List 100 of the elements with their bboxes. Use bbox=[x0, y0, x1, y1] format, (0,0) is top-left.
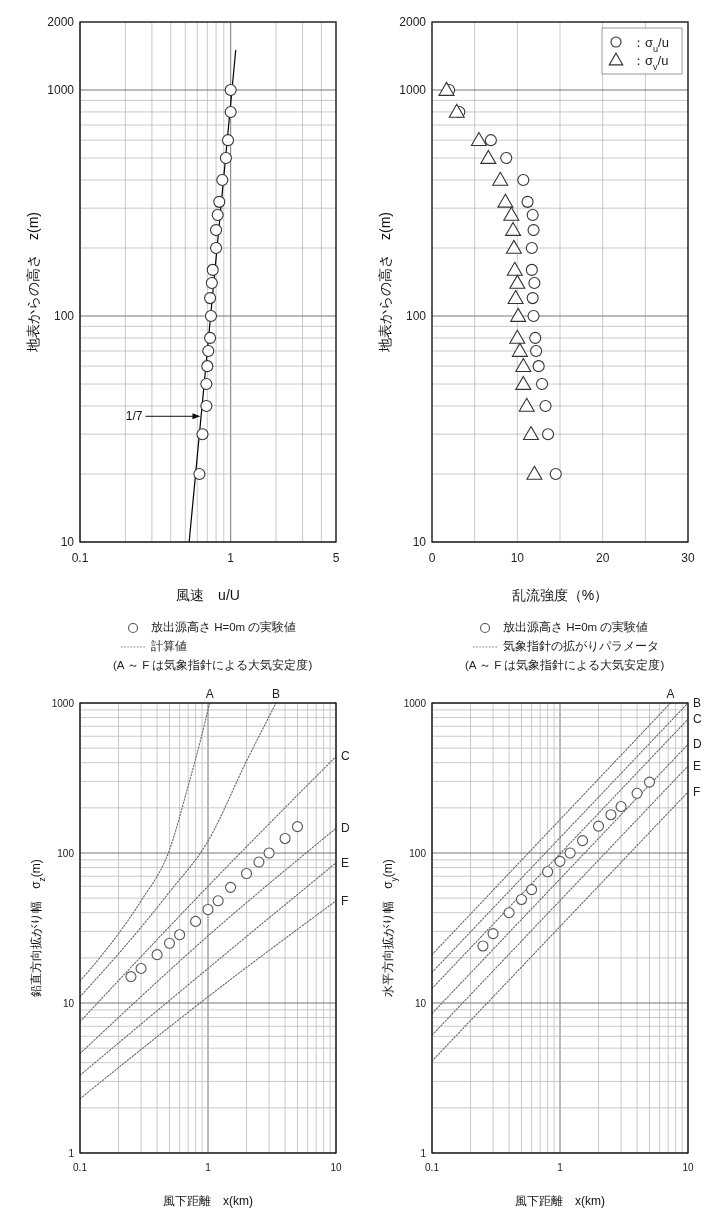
y-tick-label: 1 bbox=[420, 1147, 427, 1159]
point bbox=[549, 467, 562, 481]
point bbox=[515, 357, 532, 373]
point bbox=[542, 428, 555, 441]
series-label: B bbox=[272, 687, 281, 701]
y-tick-label: 100 bbox=[409, 847, 427, 859]
x-tick-label: 0 bbox=[428, 551, 436, 565]
point bbox=[554, 855, 566, 867]
text: (A ～ F は気象指針による大気安定度) bbox=[465, 658, 665, 671]
legend-label: ：σ$_{v}$/u bbox=[632, 53, 669, 72]
point bbox=[530, 344, 543, 358]
legend-label: ：σ$_{u}$/u bbox=[632, 35, 669, 54]
point bbox=[484, 134, 497, 147]
legend-label: 放出源高さ H=0m の実験値 bbox=[503, 620, 649, 633]
y-axis-title: 地表からの高さ z(m) bbox=[377, 212, 393, 353]
x-tick-label: 1 bbox=[557, 1162, 564, 1173]
point bbox=[505, 221, 522, 236]
point bbox=[511, 342, 528, 357]
x-axis-title: 風下距離 x(km) bbox=[515, 1194, 605, 1208]
y-tick-label: 1000 bbox=[47, 83, 75, 98]
point bbox=[509, 274, 526, 289]
point bbox=[526, 465, 543, 480]
x-axis-title: 風速 u/U bbox=[176, 587, 240, 603]
series-label: E bbox=[341, 855, 350, 870]
point bbox=[522, 426, 540, 441]
point bbox=[517, 173, 530, 187]
series-label: E bbox=[693, 759, 702, 774]
x-axis-title: 風下距離 x(km) bbox=[163, 1194, 253, 1208]
point bbox=[125, 971, 137, 983]
series-label: C bbox=[341, 749, 350, 764]
x-tick-label: 10 bbox=[682, 1162, 694, 1173]
point bbox=[279, 832, 291, 845]
x-tick-label: 0.1 bbox=[71, 551, 89, 565]
point bbox=[525, 241, 538, 255]
point bbox=[497, 193, 514, 208]
x-tick-label: 0.1 bbox=[73, 1162, 88, 1173]
y-tick-label: 100 bbox=[405, 309, 427, 324]
x-tick-label: 20 bbox=[595, 551, 610, 565]
series-label: A bbox=[205, 687, 214, 701]
point bbox=[526, 292, 539, 305]
point bbox=[480, 149, 497, 164]
point bbox=[509, 329, 526, 344]
x-tick-label: 0.1 bbox=[425, 1162, 440, 1173]
x-tick-label: 30 bbox=[681, 551, 695, 565]
point bbox=[448, 103, 465, 118]
x-tick-label: 10 bbox=[510, 551, 525, 565]
point bbox=[477, 940, 489, 952]
y-tick-label: 100 bbox=[53, 309, 75, 324]
y-tick-label: 10 bbox=[60, 535, 75, 550]
point bbox=[532, 360, 545, 373]
point bbox=[500, 152, 513, 165]
annotation: 1/7 bbox=[125, 409, 143, 424]
x-tick-label: 10 bbox=[330, 1162, 342, 1173]
x-tick-label: 5 bbox=[332, 551, 340, 565]
point bbox=[529, 331, 542, 344]
y-tick-label: 1000 bbox=[51, 697, 75, 709]
point bbox=[163, 937, 176, 949]
point bbox=[253, 856, 265, 868]
point bbox=[527, 224, 540, 237]
x-tick-label: 1 bbox=[227, 551, 235, 565]
y-tick-label: 10 bbox=[412, 535, 427, 550]
series-label: B bbox=[693, 696, 702, 710]
point bbox=[592, 820, 605, 832]
point bbox=[605, 809, 617, 821]
series-label: D bbox=[693, 737, 702, 752]
point bbox=[492, 171, 509, 186]
point bbox=[510, 307, 527, 322]
series-label: F bbox=[341, 893, 349, 908]
point bbox=[631, 787, 643, 799]
y-tick-label: 100 bbox=[57, 847, 75, 859]
point bbox=[527, 309, 540, 323]
series-label: A bbox=[666, 687, 675, 701]
point bbox=[515, 375, 532, 390]
legend-label: 放出源高さ H=0m の実験値 bbox=[151, 620, 297, 633]
y-tick-label: 10 bbox=[62, 997, 75, 1009]
series-label: C bbox=[693, 712, 702, 727]
text: (A ～ F は気象指針による大気安定度) bbox=[113, 658, 313, 671]
point bbox=[506, 261, 523, 276]
point bbox=[539, 399, 552, 412]
text: 計算値 bbox=[151, 639, 187, 652]
y-tick-label: 10 bbox=[414, 997, 427, 1009]
point bbox=[505, 239, 522, 254]
point bbox=[507, 289, 524, 304]
point bbox=[240, 867, 253, 880]
point bbox=[202, 903, 214, 916]
y-tick-label: 1 bbox=[68, 1147, 75, 1159]
y-tick-label: 2000 bbox=[47, 15, 75, 30]
y-tick-label: 2000 bbox=[399, 15, 427, 30]
point bbox=[470, 131, 487, 147]
point bbox=[525, 263, 538, 276]
text: 気象指針の拡がりパラメータ bbox=[503, 640, 659, 652]
point bbox=[521, 195, 534, 208]
point bbox=[526, 208, 539, 222]
point bbox=[291, 821, 304, 833]
point bbox=[643, 776, 656, 788]
series-label: F bbox=[693, 785, 701, 800]
point bbox=[503, 907, 515, 919]
x-tick-label: 1 bbox=[205, 1162, 212, 1173]
x-axis-title: 乱流強度（%） bbox=[511, 587, 609, 603]
point bbox=[190, 915, 202, 927]
